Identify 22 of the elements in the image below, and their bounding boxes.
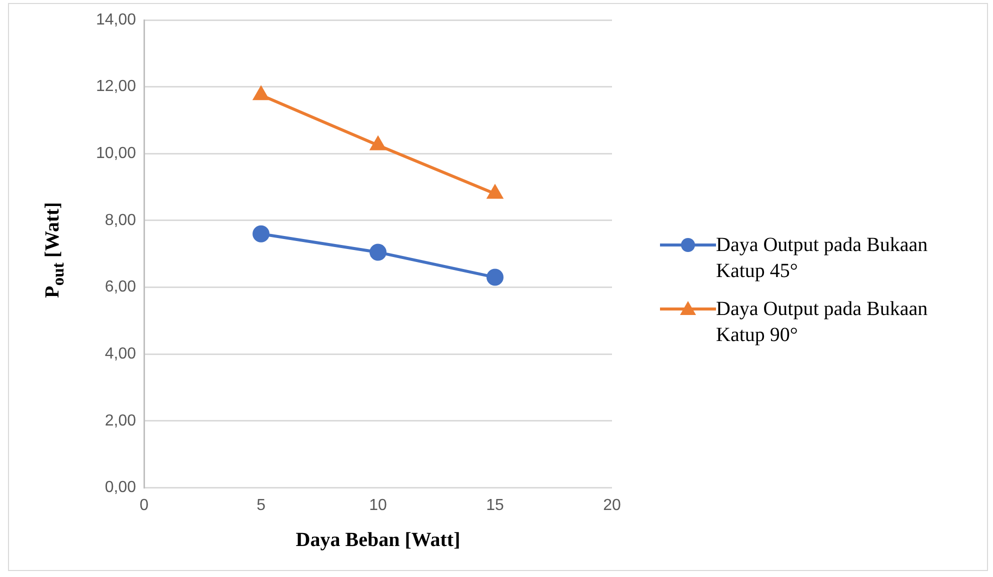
legend-label: Daya Output pada Bukaan Katup 45°: [716, 233, 929, 284]
point: [486, 268, 504, 286]
x-tick-label: 0: [140, 496, 149, 514]
point: [370, 136, 386, 150]
x-tick-label: 5: [256, 496, 266, 514]
y-tick-label: 14,00: [96, 11, 136, 28]
x-tick-label: 20: [603, 496, 621, 514]
y-tick-label: 0,00: [104, 479, 136, 496]
point: [253, 86, 269, 100]
y-tick-label: 12,00: [96, 78, 136, 96]
point: [252, 225, 270, 242]
y-tick-label: 4,00: [104, 346, 136, 363]
x-axis-title: Daya Beban [Watt]: [296, 529, 460, 552]
legend-label: Daya Output pada Bukaan Katup 90°: [716, 297, 929, 348]
x-tick-label: 10: [369, 496, 388, 514]
y-tick-label: 2,00: [104, 412, 136, 430]
x-tick-label: 15: [486, 496, 504, 514]
y-tick-label: 8,00: [104, 212, 136, 229]
point: [370, 244, 387, 261]
y-tick-label: 10,00: [96, 145, 136, 162]
y-tick-label: 6,00: [104, 278, 136, 296]
point: [487, 185, 503, 199]
